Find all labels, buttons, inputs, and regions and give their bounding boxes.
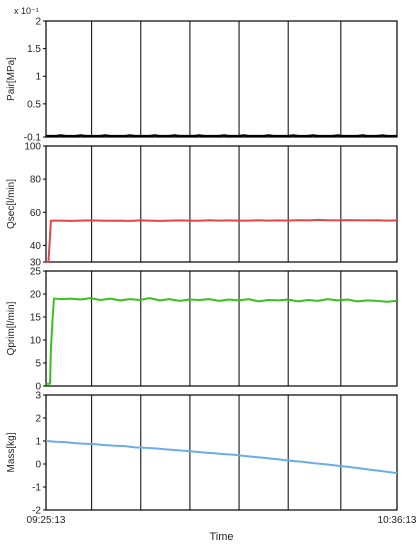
plot-area-2 bbox=[45, 145, 398, 263]
y-tick-label: 10 bbox=[30, 336, 42, 347]
x-axis-label: Time bbox=[209, 531, 233, 543]
y-tick-label: 1.5 bbox=[27, 44, 41, 55]
y-tick-label: 25 bbox=[30, 267, 42, 278]
series-line-3-1 bbox=[46, 297, 398, 385]
y-tick-label: 100 bbox=[24, 142, 41, 153]
series-line-4-1 bbox=[45, 440, 398, 475]
y-axis-label: Qprim[l/min] bbox=[6, 301, 17, 355]
y-tick-label: 2 bbox=[35, 414, 41, 425]
y-tick-label: 60 bbox=[30, 208, 42, 219]
series-line-2-1 bbox=[46, 218, 398, 263]
y-tick-label: 2 bbox=[35, 17, 41, 28]
y-tick-label: -1 bbox=[32, 483, 41, 494]
y-tick-label: 40 bbox=[30, 241, 42, 252]
plot-area-4 bbox=[45, 394, 398, 511]
y-axis-label: Qsec[l/min] bbox=[6, 179, 17, 229]
y-tick-label: 5 bbox=[35, 359, 41, 370]
x-tick-label-start: 09:25:13 bbox=[27, 515, 66, 526]
y-tick-label: 1 bbox=[35, 437, 41, 448]
x-tick-label-end: 10:36:13 bbox=[378, 515, 417, 526]
y-tick-label: 0 bbox=[35, 460, 41, 471]
y-tick-label: -0.1 bbox=[24, 133, 42, 144]
y-tick-label: -2 bbox=[32, 506, 41, 517]
plot-area-1 bbox=[45, 20, 398, 138]
y-tick-label: 0.5 bbox=[27, 99, 41, 110]
y-tick-label: 30 bbox=[30, 258, 42, 269]
y-axis-label: Pair[MPa] bbox=[6, 57, 17, 101]
y-multiplier-label: x 10⁻¹ bbox=[14, 6, 39, 16]
y-tick-label: 1 bbox=[35, 72, 41, 83]
y-tick-label: 0 bbox=[35, 382, 41, 393]
y-tick-label: 80 bbox=[30, 175, 42, 186]
y-tick-label: 15 bbox=[30, 313, 42, 324]
series-line-1-1 bbox=[46, 134, 397, 137]
y-axis-label: Mass[kg] bbox=[6, 432, 17, 472]
y-tick-label: 20 bbox=[30, 290, 42, 301]
y-tick-label: 3 bbox=[35, 391, 41, 402]
plot-area-3 bbox=[45, 270, 398, 387]
